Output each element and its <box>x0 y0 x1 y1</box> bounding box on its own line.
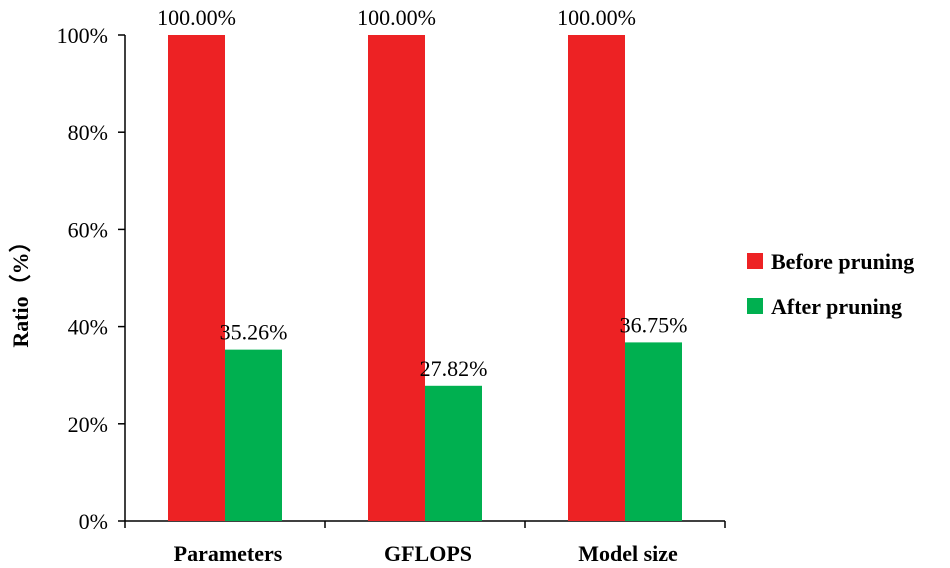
legend-swatch-before <box>747 253 763 269</box>
legend-label-before: Before pruning <box>771 249 914 274</box>
data-label: 100.00% <box>557 5 636 30</box>
y-tick-label: 0% <box>79 509 108 534</box>
y-tick-label: 60% <box>68 217 108 242</box>
bars <box>168 35 682 521</box>
y-tick-label: 80% <box>68 120 108 145</box>
y-tick-label: 20% <box>68 412 108 437</box>
y-tick-label: 100% <box>57 23 108 48</box>
legend-label-after: After pruning <box>771 294 902 319</box>
data-label: 27.82% <box>420 356 488 381</box>
bar-before-0 <box>168 35 225 521</box>
bar-after-0 <box>225 349 282 521</box>
y-axis: 0% 20% 40% 60% 80% 100% <box>57 23 126 534</box>
x-axis: Parameters GFLOPS Model size <box>124 520 726 566</box>
data-label: 35.26% <box>220 320 288 345</box>
bar-before-1 <box>368 35 425 521</box>
y-tick-label: 40% <box>68 315 108 340</box>
data-label: 100.00% <box>157 5 236 30</box>
bar-after-2 <box>625 342 682 521</box>
data-label: 100.00% <box>357 5 436 30</box>
data-labels: 100.00% 35.26% 100.00% 27.82% 100.00% 36.75% <box>157 5 687 381</box>
x-category-label: GFLOPS <box>384 541 472 566</box>
legend: Before pruning After pruning <box>747 249 914 319</box>
legend-swatch-after <box>747 298 763 314</box>
bar-after-1 <box>425 385 482 521</box>
data-label: 36.75% <box>620 312 688 337</box>
y-axis-title: Ratio（%） <box>8 230 33 347</box>
x-category-label: Parameters <box>174 541 283 566</box>
x-category-label: Model size <box>578 541 678 566</box>
bar-before-2 <box>568 35 625 521</box>
